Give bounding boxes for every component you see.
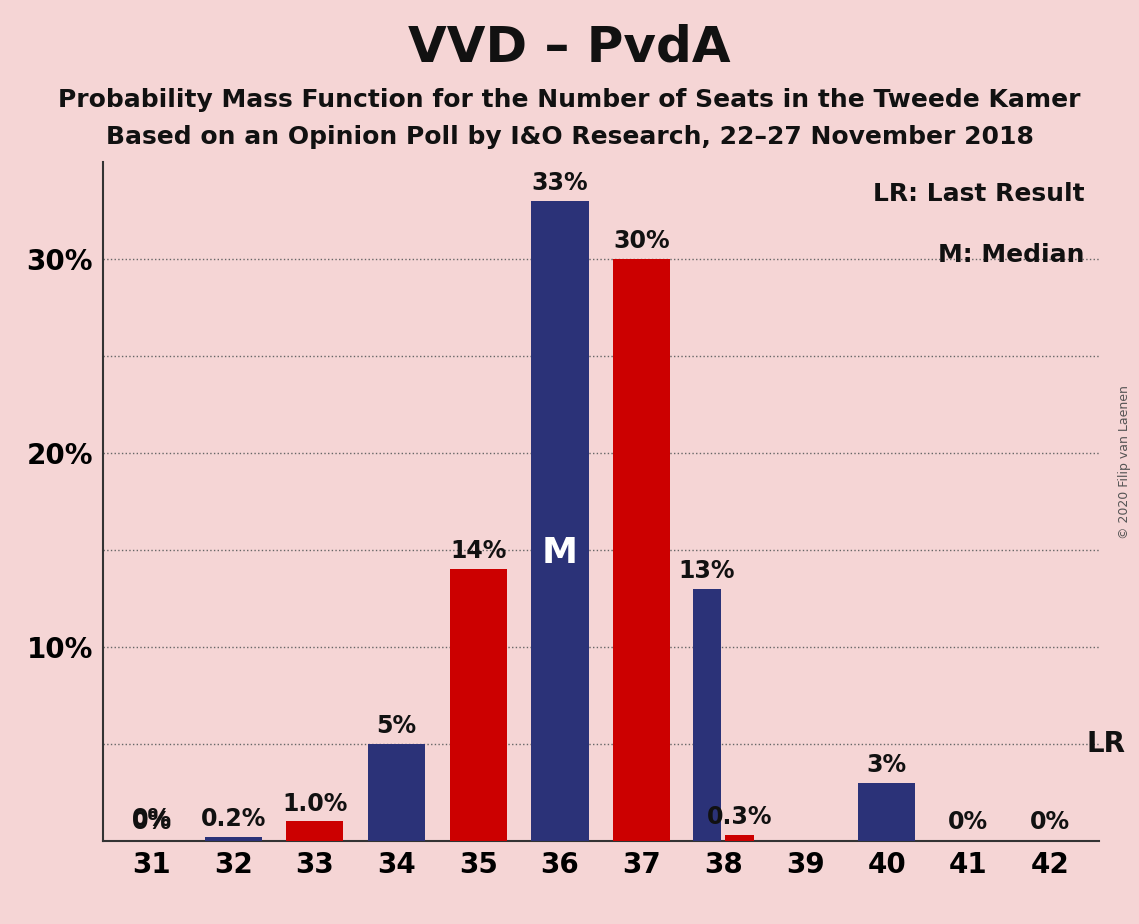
Bar: [726, 835, 754, 841]
Text: LR: LR: [1087, 730, 1125, 758]
Bar: [858, 783, 916, 841]
Text: 0%: 0%: [131, 808, 172, 832]
Text: M: Median: M: Median: [937, 243, 1084, 267]
Bar: [693, 589, 721, 841]
Text: 33%: 33%: [532, 171, 588, 195]
Bar: [613, 259, 670, 841]
Text: Based on an Opinion Poll by I&O Research, 22–27 November 2018: Based on an Opinion Poll by I&O Research…: [106, 125, 1033, 149]
Text: 5%: 5%: [377, 714, 417, 738]
Text: 0.2%: 0.2%: [200, 808, 265, 832]
Text: 0%: 0%: [949, 810, 989, 834]
Text: 0.3%: 0.3%: [707, 805, 772, 829]
Bar: [450, 569, 507, 841]
Bar: [368, 744, 425, 841]
Text: 0%: 0%: [131, 810, 172, 834]
Text: 3%: 3%: [867, 753, 907, 777]
Text: M: M: [542, 536, 577, 570]
Bar: [205, 837, 262, 841]
Text: 13%: 13%: [679, 559, 736, 583]
Text: Probability Mass Function for the Number of Seats in the Tweede Kamer: Probability Mass Function for the Number…: [58, 88, 1081, 112]
Text: 1.0%: 1.0%: [282, 792, 347, 816]
Text: 0%: 0%: [1030, 810, 1071, 834]
Text: 14%: 14%: [450, 540, 507, 564]
Text: VVD – PvdA: VVD – PvdA: [408, 23, 731, 71]
Text: 30%: 30%: [614, 229, 670, 253]
Text: © 2020 Filip van Laenen: © 2020 Filip van Laenen: [1118, 385, 1131, 539]
Text: LR: Last Result: LR: Last Result: [872, 182, 1084, 206]
Bar: [532, 201, 589, 841]
Bar: [286, 821, 344, 841]
